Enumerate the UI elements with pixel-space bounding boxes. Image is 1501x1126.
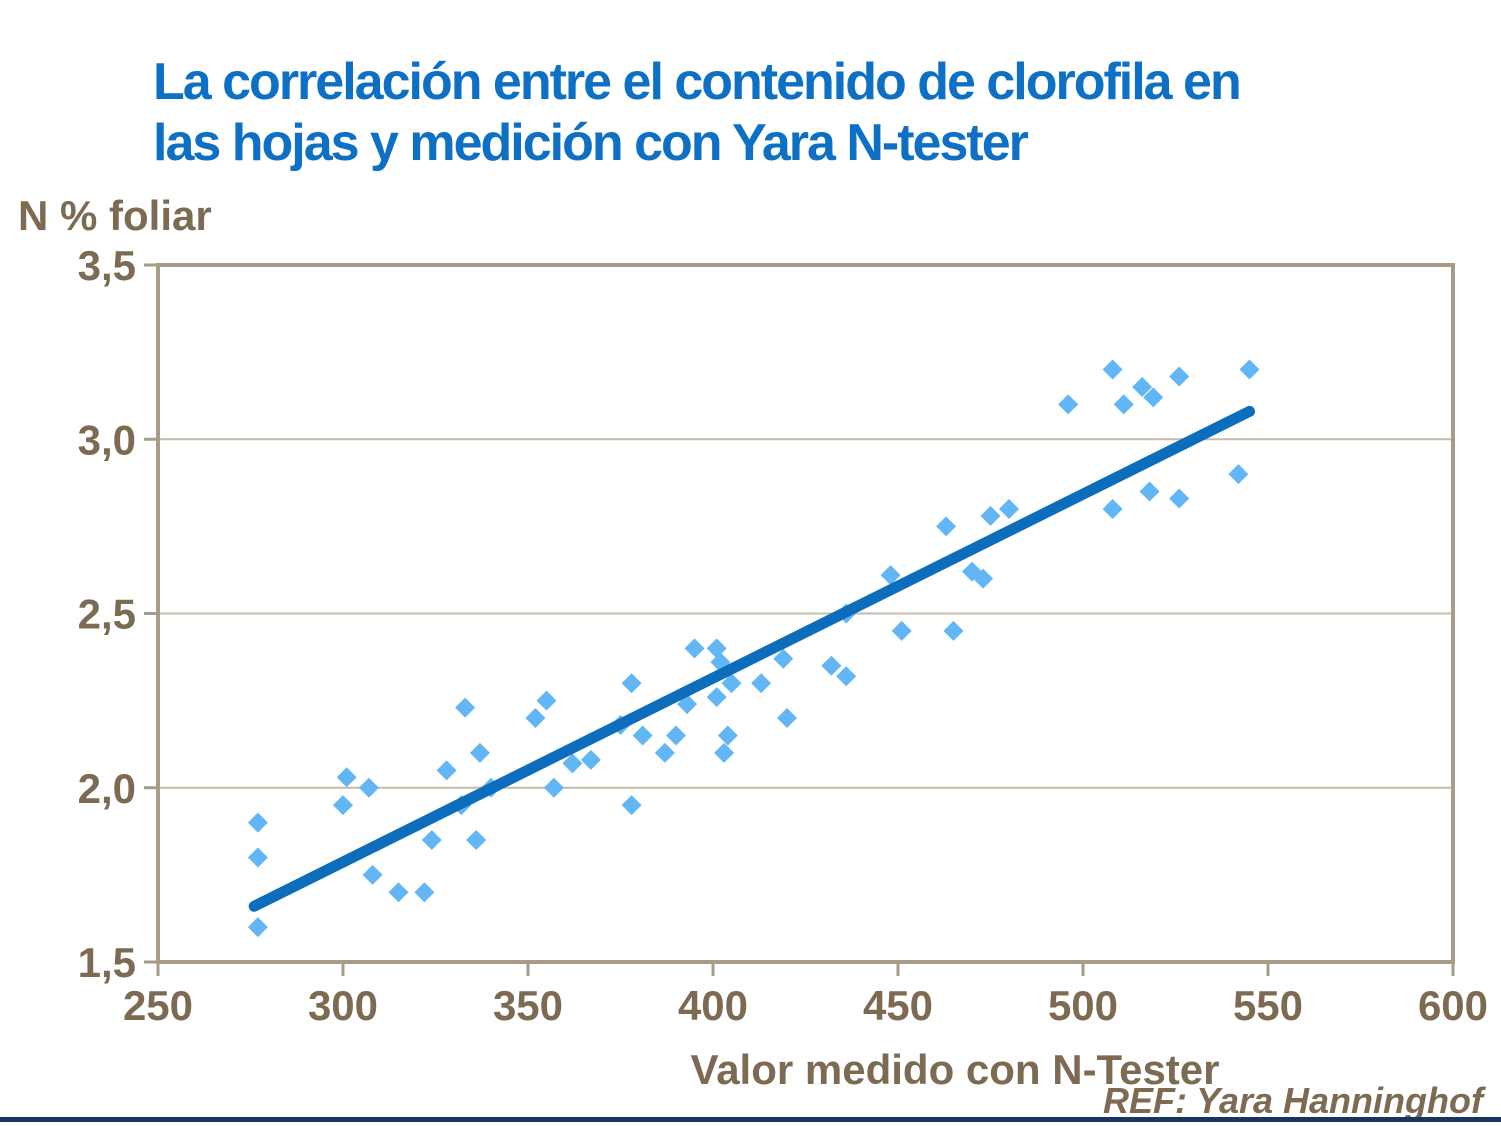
data-point [836,666,857,687]
x-tick-label: 500 [1048,982,1118,1029]
chart-title: La correlación entre el contenido de clo… [153,52,1433,174]
data-point [654,742,675,763]
data-point [536,690,557,711]
data-point [621,795,642,816]
data-point [247,812,268,833]
x-axis-title: Valor medido con N-Tester [690,1046,1220,1093]
data-point [388,882,409,903]
x-tick-label: 550 [1233,982,1303,1029]
trend-line [248,405,1255,912]
data-point [1113,394,1134,415]
data-point [721,673,742,694]
data-point [1169,366,1190,387]
data-point [684,638,705,659]
data-point [999,498,1019,519]
data-point [821,655,842,676]
x-tick-label: 350 [493,982,563,1029]
data-point [1143,387,1164,408]
y-axis-title: N % foliar [18,192,212,239]
y-tick-label: 3,0 [78,416,136,463]
data-point [714,742,735,763]
data-point [1058,394,1079,415]
y-tick-label: 1,5 [78,939,136,986]
chart-title-line2: las hojas y medición con Yara N-tester [153,114,1029,172]
data-point [525,708,546,729]
data-point [414,882,435,903]
data-point [543,777,564,798]
data-point [980,505,1001,526]
data-point [1102,359,1123,380]
data-point [666,725,686,746]
reference-credit: REF: Yara Hanninghof [1102,1080,1483,1121]
data-point [880,565,901,586]
x-tick-label: 300 [308,982,378,1029]
chart-title-line1: La correlación entre el contenido de clo… [153,53,1242,111]
data-point [358,777,379,798]
data-point [436,760,457,781]
data-point [1132,376,1153,397]
x-tick-label: 600 [1418,982,1488,1029]
data-point [562,753,583,774]
data-point [247,917,268,938]
data-point [706,638,727,659]
data-point [469,742,490,763]
data-point [773,648,794,669]
data-point [621,673,642,694]
data-point [973,568,994,589]
x-tick-label: 250 [123,982,193,1029]
y-tick-label: 2,0 [78,765,136,812]
data-point [336,767,357,788]
data-point [706,687,727,708]
data-point [717,725,738,746]
data-point [466,830,487,851]
data-point [1228,464,1249,485]
x-tick-label: 450 [863,982,933,1029]
footer-bar [0,1117,1501,1122]
data-point [333,795,353,816]
data-point [943,620,964,641]
x-tick-label: 400 [678,982,748,1029]
data-point [247,847,268,868]
y-tick-label: 2,5 [78,591,136,638]
data-point [936,516,957,537]
data-point [1139,481,1160,502]
data-point [632,725,653,746]
data-point [777,708,797,729]
data-point [455,697,476,718]
y-tick-label: 3,5 [78,242,136,289]
data-point [421,830,442,851]
data-point [1239,359,1260,380]
data-point [1102,498,1123,519]
data-point [1169,488,1190,509]
data-point [891,620,912,641]
data-point [580,749,601,770]
data-point [362,864,383,885]
data-point [751,673,772,694]
